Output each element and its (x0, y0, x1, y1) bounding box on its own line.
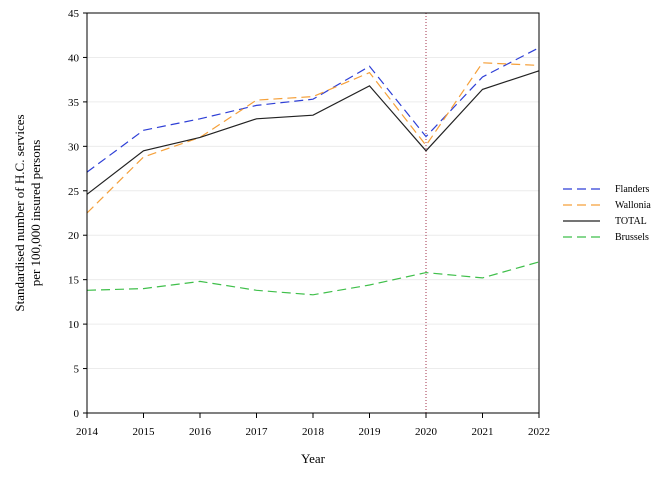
series-line-flanders (86, 47, 540, 173)
x-tick-label: 2018 (302, 426, 325, 438)
y-tick-label: 20 (68, 230, 80, 242)
x-tick-label: 2016 (189, 426, 212, 438)
legend-label-brussels: Brussels (615, 232, 649, 243)
y-tick-label: 15 (68, 275, 80, 287)
x-tick-label: 2022 (528, 426, 550, 438)
plot-frame (86, 12, 540, 414)
y-axis-title-line-2: per 100,000 insured persons (28, 140, 43, 287)
y-axis-title-line-1: Standardised number of H.C. services (12, 114, 27, 311)
x-tick-label: 2021 (472, 426, 494, 438)
x-axis-title: Year (301, 451, 326, 466)
y-tick-label: 45 (68, 8, 80, 20)
legend-label-total: TOTAL (615, 216, 647, 227)
x-axis-ticks: 2014 2015 2016 2017 2018 2019 2020 2021 2022 (76, 413, 550, 438)
y-tick-label: 5 (74, 364, 80, 376)
y-tick-label: 10 (68, 319, 80, 331)
y-tick-label: 25 (68, 186, 80, 198)
y-tick-label: 0 (74, 408, 80, 420)
x-tick-label: 2020 (415, 426, 438, 438)
gridlines (87, 56, 539, 370)
series-line-wallonia (86, 62, 540, 214)
legend-label-flanders: Flanders (615, 184, 650, 195)
legend-label-wallonia: Wallonia (615, 200, 651, 211)
legend: Flanders Wallonia TOTAL Brussels (563, 184, 651, 243)
y-axis-ticks: 0 5 10 15 20 25 30 35 40 45 (68, 8, 87, 420)
series-line-total (86, 70, 540, 195)
y-tick-label: 30 (68, 141, 80, 153)
x-tick-label: 2015 (133, 426, 156, 438)
y-tick-label: 40 (68, 52, 80, 64)
series-lines (86, 47, 540, 296)
x-tick-label: 2014 (76, 426, 99, 438)
series-line-brussels (86, 261, 540, 296)
x-tick-label: 2019 (359, 426, 382, 438)
x-tick-label: 2017 (246, 426, 269, 438)
y-tick-label: 35 (68, 97, 80, 109)
